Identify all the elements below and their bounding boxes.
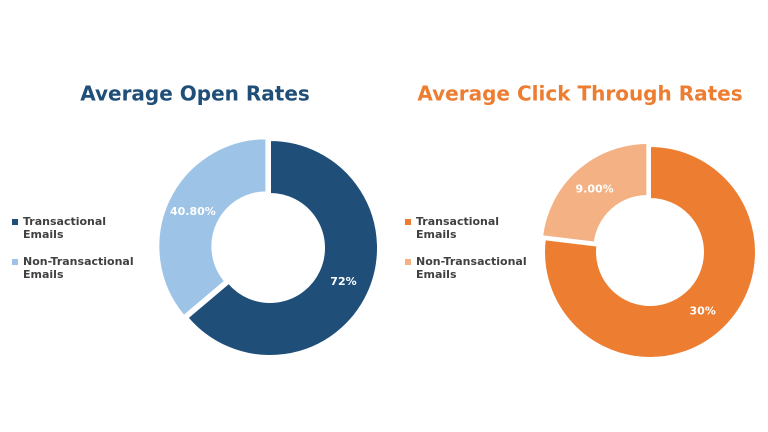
legend-entry: Transactional Emails (12, 215, 106, 241)
donut-slice (541, 142, 649, 244)
donut-slice (186, 138, 379, 357)
legend-swatch (405, 219, 411, 225)
data-label: 9.00% (576, 182, 614, 195)
legend-label: Non-Transactional Emails (23, 255, 134, 281)
legend-swatch (12, 259, 18, 265)
legend-swatch (405, 259, 411, 265)
donut-slice (543, 144, 757, 359)
legend-entry: Non-Transactional Emails (12, 255, 134, 281)
legend-swatch (12, 219, 18, 225)
legend-entry: Non-Transactional Emails (405, 255, 527, 281)
donut-slice (157, 137, 268, 318)
legend-label: Non-Transactional Emails (416, 255, 527, 281)
legend-entry: Transactional Emails (405, 215, 499, 241)
legend-label: Transactional Emails (23, 215, 107, 241)
legend-label: Transactional Emails (416, 215, 500, 241)
chart-title: Average Click Through Rates (417, 82, 742, 106)
data-label: 72% (330, 275, 356, 288)
data-label: 40.80% (170, 205, 216, 218)
data-label: 30% (690, 305, 716, 318)
chart-title: Average Open Rates (80, 82, 310, 106)
